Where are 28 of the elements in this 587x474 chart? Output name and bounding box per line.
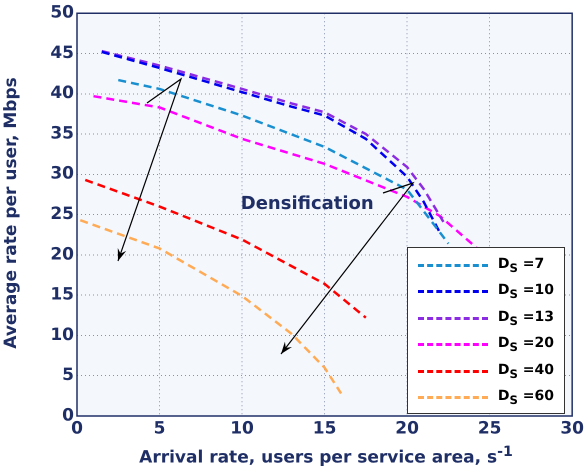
y-tick-label: 10 <box>50 324 74 345</box>
y-tick-label: 45 <box>50 42 74 63</box>
y-tick-label: 50 <box>50 2 74 23</box>
y-tick-label: 35 <box>50 123 74 144</box>
legend-label: D$_{S}$ =40 <box>498 362 554 381</box>
x-tick-label: 25 <box>478 418 502 439</box>
legend-label: D$_{S}$ =13 <box>498 308 554 328</box>
x-tick-label: 10 <box>230 418 254 439</box>
x-tick-label: 30 <box>560 418 584 439</box>
y-tick-label: 40 <box>50 83 74 104</box>
x-tick-label: 15 <box>312 418 336 439</box>
legend-label: D$_{S}$ =60 <box>498 388 554 408</box>
y-tick-label: 5 <box>62 365 74 386</box>
x-tick-label: 20 <box>395 418 420 439</box>
line-series <box>92 94 478 249</box>
legend-label: D$_{S}$ =7 <box>498 256 544 275</box>
legend-label: D$_{S}$ =10 <box>498 282 554 302</box>
x-tick-label: 5 <box>154 418 166 439</box>
y-tick-label: 25 <box>50 204 74 224</box>
line-series <box>117 78 450 245</box>
annotation: Densification <box>240 193 374 214</box>
y-tick-label: 30 <box>50 164 74 184</box>
legend-label: D$_{S}$ =20 <box>498 335 554 354</box>
y-tick-label: 20 <box>50 244 74 264</box>
line-series <box>79 218 342 395</box>
x-axis-title: Arrival rate, users per service area, s$^{-1}$ <box>138 444 514 468</box>
y-tick-label: 15 <box>50 284 74 305</box>
y-axis-title: Average rate per user, Mbps <box>1 77 21 349</box>
